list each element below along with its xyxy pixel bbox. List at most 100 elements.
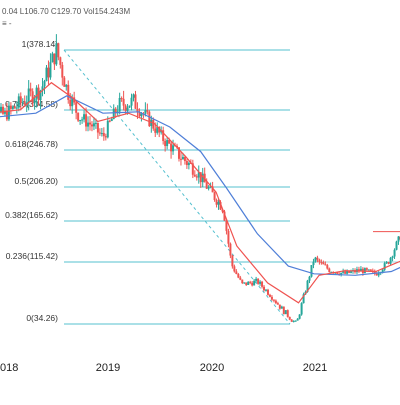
candle-body[interactable] [8, 106, 10, 120]
candle-body[interactable] [95, 123, 97, 124]
candle-body[interactable] [247, 282, 249, 285]
candle-body[interactable] [111, 119, 113, 121]
candle-body[interactable] [269, 295, 271, 297]
candle-body[interactable] [233, 266, 235, 271]
candle-body[interactable] [194, 175, 196, 177]
candle-body[interactable] [91, 124, 93, 126]
candle-body[interactable] [12, 106, 14, 108]
candle-body[interactable] [77, 113, 79, 121]
candle-body[interactable] [398, 236, 400, 241]
candle-body[interactable] [196, 176, 198, 177]
candle-body[interactable] [89, 123, 91, 125]
candle-body[interactable] [231, 256, 233, 267]
candle-body[interactable] [172, 145, 174, 151]
candle-body[interactable] [297, 319, 299, 321]
candle-body[interactable] [10, 106, 12, 109]
candle-body[interactable] [388, 262, 390, 264]
candle-body[interactable] [2, 107, 4, 114]
candle-body[interactable] [299, 315, 301, 319]
candle-body[interactable] [129, 106, 131, 108]
candle-body[interactable] [81, 119, 83, 120]
candle-body[interactable] [283, 307, 285, 314]
candle-body[interactable] [148, 112, 150, 126]
candle-body[interactable] [214, 192, 216, 200]
candle-body[interactable] [386, 262, 388, 263]
candle-body[interactable] [109, 121, 111, 122]
candle-body[interactable] [180, 159, 182, 160]
candle-body[interactable] [75, 102, 77, 112]
candle-body[interactable] [206, 182, 208, 188]
candle-body[interactable] [287, 310, 289, 317]
candle-body[interactable] [47, 68, 49, 78]
moving-average-fast[interactable] [0, 83, 400, 303]
candle-body[interactable] [291, 320, 293, 322]
indicator-toggle-icon[interactable]: ≡ - [2, 19, 12, 28]
candle-body[interactable] [384, 263, 386, 270]
candle-body[interactable] [87, 123, 89, 127]
candle-body[interactable] [376, 274, 378, 276]
candle-body[interactable] [218, 202, 220, 205]
candle-body[interactable] [316, 258, 318, 260]
candle-body[interactable] [146, 110, 148, 111]
candle-body[interactable] [134, 94, 136, 108]
candle-body[interactable] [378, 273, 380, 275]
candle-body[interactable] [51, 54, 53, 63]
candle-body[interactable] [320, 262, 322, 263]
candle-body[interactable] [123, 99, 125, 106]
candle-body[interactable] [45, 68, 47, 81]
candle-body[interactable] [125, 106, 127, 111]
candle-body[interactable] [44, 81, 46, 86]
candle-body[interactable] [390, 258, 392, 264]
candle-body[interactable] [133, 94, 135, 97]
candle-body[interactable] [34, 99, 36, 104]
candle-body[interactable] [85, 114, 87, 126]
candle-body[interactable] [237, 274, 239, 278]
candle-body[interactable] [14, 106, 16, 108]
candle-body[interactable] [265, 290, 267, 291]
candle-body[interactable] [170, 143, 172, 151]
moving-average-slow[interactable] [0, 96, 400, 275]
candle-body[interactable] [59, 57, 61, 65]
candle-body[interactable] [127, 108, 129, 111]
candle-body[interactable] [69, 100, 71, 106]
candle-body[interactable] [271, 297, 273, 300]
candle-body[interactable] [312, 262, 314, 265]
candle-body[interactable] [344, 271, 346, 273]
candle-body[interactable] [326, 265, 328, 268]
candle-body[interactable] [301, 303, 303, 314]
candle-body[interactable] [322, 262, 324, 264]
candle-body[interactable] [295, 321, 297, 322]
candle-body[interactable] [261, 282, 263, 287]
candle-body[interactable] [32, 91, 34, 103]
candle-body[interactable] [22, 102, 24, 103]
candle-body[interactable] [103, 133, 105, 136]
candle-body[interactable] [394, 250, 396, 257]
candle-body[interactable] [28, 89, 30, 103]
candle-body[interactable] [30, 89, 32, 92]
candle-body[interactable] [53, 54, 55, 65]
candle-body[interactable] [366, 268, 368, 270]
candle-body[interactable] [324, 264, 326, 265]
candle-body[interactable] [166, 140, 168, 146]
candle-body[interactable] [273, 300, 275, 301]
candle-body[interactable] [121, 98, 123, 99]
candle-body[interactable] [392, 257, 394, 258]
candle-body[interactable] [152, 120, 154, 129]
candle-body[interactable] [154, 129, 156, 133]
candle-body[interactable] [289, 317, 291, 320]
candle-body[interactable] [364, 268, 366, 273]
candle-body[interactable] [279, 305, 281, 309]
candle-body[interactable] [164, 141, 166, 146]
candle-body[interactable] [277, 303, 279, 304]
candle-body[interactable] [97, 123, 99, 133]
candle-body[interactable] [65, 85, 67, 87]
candle-body[interactable] [281, 307, 283, 309]
candle-body[interactable] [239, 278, 241, 280]
candle-body[interactable] [57, 43, 59, 57]
candle-body[interactable] [99, 133, 101, 134]
candle-body[interactable] [0, 107, 2, 112]
candle-body[interactable] [229, 244, 231, 256]
candle-body[interactable] [370, 269, 372, 270]
